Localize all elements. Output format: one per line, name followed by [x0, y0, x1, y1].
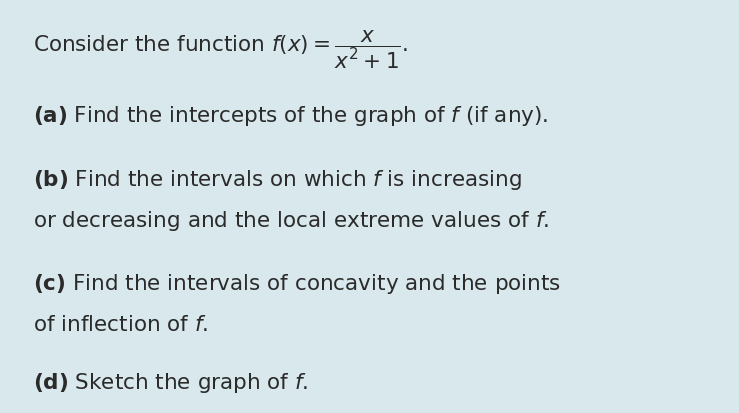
Text: $\mathbf{(d)}$ Sketch the graph of $f$.: $\mathbf{(d)}$ Sketch the graph of $f$. — [33, 370, 309, 394]
Text: $\mathbf{(b)}$ Find the intervals on which $f$ is increasing: $\mathbf{(b)}$ Find the intervals on whi… — [33, 168, 522, 192]
Text: $\mathbf{(a)}$ Find the intercepts of the graph of $f$ (if any).: $\mathbf{(a)}$ Find the intercepts of th… — [33, 104, 548, 128]
Text: Consider the function $f(x) = \dfrac{x}{x^2+1}.$: Consider the function $f(x) = \dfrac{x}{… — [33, 28, 408, 71]
Text: of inflection of $f$.: of inflection of $f$. — [33, 314, 208, 334]
Text: $\mathbf{(c)}$ Find the intervals of concavity and the points: $\mathbf{(c)}$ Find the intervals of con… — [33, 271, 562, 295]
Text: or decreasing and the local extreme values of $f$.: or decreasing and the local extreme valu… — [33, 209, 550, 233]
